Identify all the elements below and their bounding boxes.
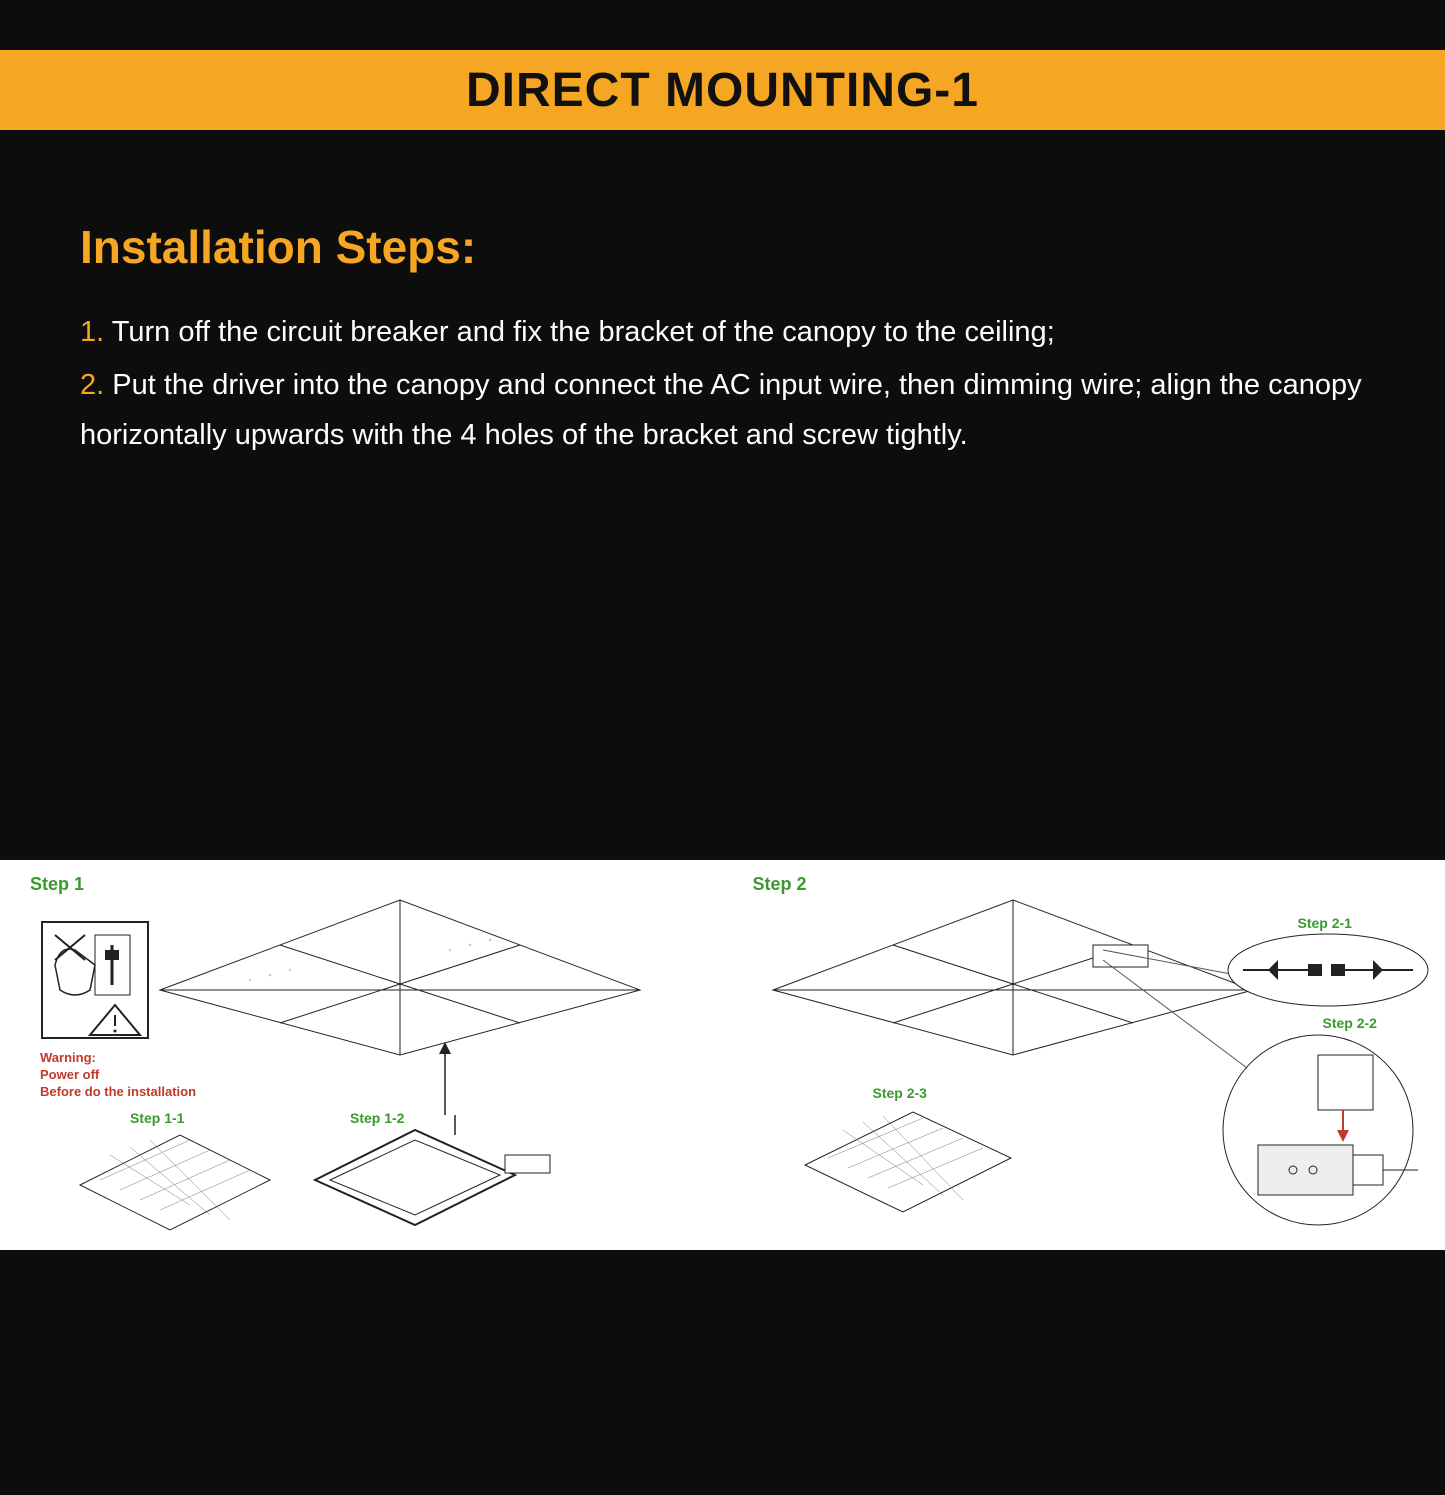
diagram-step-2: Step 2 Step 2-1 bbox=[723, 860, 1445, 1250]
diagram-area: Step 1 bbox=[0, 860, 1445, 1250]
warn-l2: Power off bbox=[40, 1067, 99, 1082]
bracket-frame-icon bbox=[300, 1115, 560, 1235]
step-1-text: Turn off the circuit breaker and fix the… bbox=[104, 316, 1055, 348]
step2-3-label: Step 2-3 bbox=[873, 1085, 927, 1101]
driver-callout bbox=[1203, 1030, 1433, 1230]
warn-l3: Before do the installation bbox=[40, 1084, 196, 1099]
tile-panel-step2 bbox=[793, 1100, 1023, 1220]
page-title: DIRECT MOUNTING-1 bbox=[466, 63, 979, 118]
step-2-text: Put the driver into the canopy and conne… bbox=[80, 369, 1362, 450]
connector-callout bbox=[1223, 930, 1433, 1010]
header-band: DIRECT MOUNTING-1 bbox=[0, 50, 1445, 130]
step-2: 2. Put the driver into the canopy and co… bbox=[80, 361, 1365, 460]
content-area: Installation Steps: 1. Turn off the circ… bbox=[0, 130, 1445, 460]
breaker-off-icon bbox=[40, 920, 150, 1040]
warn-l1: Warning: bbox=[40, 1050, 96, 1065]
section-heading: Installation Steps: bbox=[80, 220, 1365, 274]
step2-2-label: Step 2-2 bbox=[1323, 1015, 1377, 1031]
ceiling-grid-step1 bbox=[150, 890, 650, 1060]
up-arrow-icon bbox=[430, 1040, 460, 1120]
step2-1-label: Step 2-1 bbox=[1298, 915, 1352, 931]
step-1-number: 1. bbox=[80, 316, 104, 348]
step-1: 1. Turn off the circuit breaker and fix … bbox=[80, 308, 1365, 357]
warning-text: Warning: Power off Before do the install… bbox=[40, 1050, 196, 1101]
tile-panel-icon bbox=[70, 1125, 280, 1235]
step-2-number: 2. bbox=[80, 369, 104, 401]
diagram-step-1: Step 1 bbox=[0, 860, 723, 1250]
step1-1-label: Step 1-1 bbox=[130, 1110, 184, 1126]
